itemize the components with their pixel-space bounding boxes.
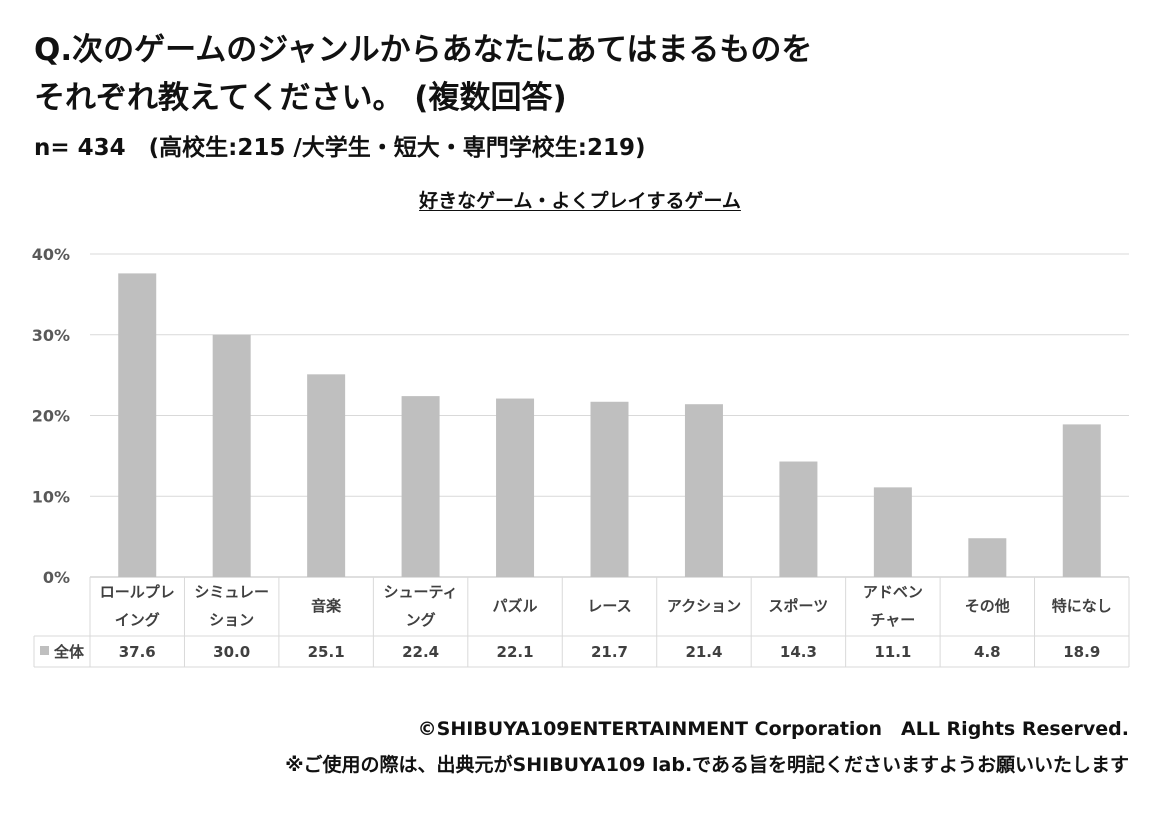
category-label: 特になし <box>1052 597 1112 615</box>
bar <box>873 487 912 577</box>
category-label: シューティング <box>384 583 458 629</box>
category-label: その他 <box>965 597 1010 615</box>
bar <box>590 401 629 577</box>
data-value-label: 4.8 <box>974 643 1001 661</box>
y-axis-ticks: 0% 10% 20% 30% 40% <box>32 245 70 587</box>
question-title-line-1: Q.次のゲームのジャンルからあなたにあてはまるものを <box>34 32 813 68</box>
category-label-line: チャー <box>870 611 915 629</box>
category-label-line: ション <box>209 611 254 629</box>
copyright-text: ©SHIBUYA109ENTERTAINMENT Corporation ALL… <box>417 718 1129 740</box>
legend-swatch <box>40 646 49 655</box>
category-label-line: ング <box>406 611 436 629</box>
category-label: スポーツ <box>769 597 829 615</box>
bar <box>779 461 818 577</box>
category-label: 音楽 <box>311 597 342 615</box>
category-label: アドベンチャー <box>863 583 923 629</box>
y-tick-label: 30% <box>32 326 70 345</box>
y-tick-label: 20% <box>32 407 70 426</box>
question-title-line-2: それぞれ教えてください。 (複数回答) <box>34 80 567 116</box>
bar <box>401 396 440 577</box>
chart-title: 好きなゲーム・よくプレイするゲーム <box>0 186 1160 213</box>
category-label-line: アクション <box>667 597 741 615</box>
data-value-label: 22.4 <box>402 643 439 661</box>
data-value-label: 25.1 <box>308 643 345 661</box>
data-value-label: 18.9 <box>1063 643 1100 661</box>
data-value-label: 11.1 <box>874 643 911 661</box>
category-label-line: シミュレー <box>194 583 269 601</box>
category-label-line: イング <box>115 611 160 629</box>
category-label: ロールプレイング <box>100 583 175 629</box>
category-label-line: その他 <box>965 597 1010 615</box>
category-label-line: スポーツ <box>769 597 829 615</box>
category-label: パズル <box>493 597 538 615</box>
bar <box>684 404 723 577</box>
legend-label: 全体 <box>53 643 85 661</box>
y-tick-label: 0% <box>43 568 70 587</box>
bars <box>118 273 1101 577</box>
data-value-label: 14.3 <box>780 643 817 661</box>
data-value-label: 21.4 <box>685 643 722 661</box>
data-value-label: 37.6 <box>119 643 156 661</box>
category-label-line: 特になし <box>1052 597 1112 615</box>
bar <box>307 374 346 577</box>
bar <box>1062 424 1101 577</box>
bar <box>496 398 535 577</box>
chart-title-text: 好きなゲーム・よくプレイするゲーム <box>419 190 741 212</box>
category-label-line: レース <box>587 597 631 615</box>
data-value-label: 21.7 <box>591 643 628 661</box>
bar <box>212 334 251 577</box>
category-label-line: アドベン <box>863 583 923 601</box>
y-tick-label: 40% <box>32 245 70 264</box>
sample-size-line: n= 434 (高校生:215 /大学生・短大・専門学校生:219) <box>34 135 646 161</box>
category-label-line: ロールプレ <box>100 583 175 601</box>
category-label: アクション <box>667 597 741 615</box>
usage-note: ※ご使用の際は、出典元がSHIBUYA109 lab.である旨を明記くださいます… <box>285 754 1129 776</box>
category-label: シミュレーション <box>194 583 269 629</box>
data-value-label: 22.1 <box>497 643 534 661</box>
y-tick-label: 10% <box>32 487 70 506</box>
category-label-line: パズル <box>493 597 538 615</box>
bar <box>118 273 157 577</box>
category-label: レース <box>587 597 631 615</box>
data-value-label: 30.0 <box>213 643 250 661</box>
bar <box>968 538 1007 577</box>
bar-chart: 0%10%20%30%40% ロールプレイングシミュレーション音楽シューティング… <box>32 245 1130 668</box>
category-label-line: 音楽 <box>311 597 342 615</box>
category-label-line: シューティ <box>384 583 458 601</box>
